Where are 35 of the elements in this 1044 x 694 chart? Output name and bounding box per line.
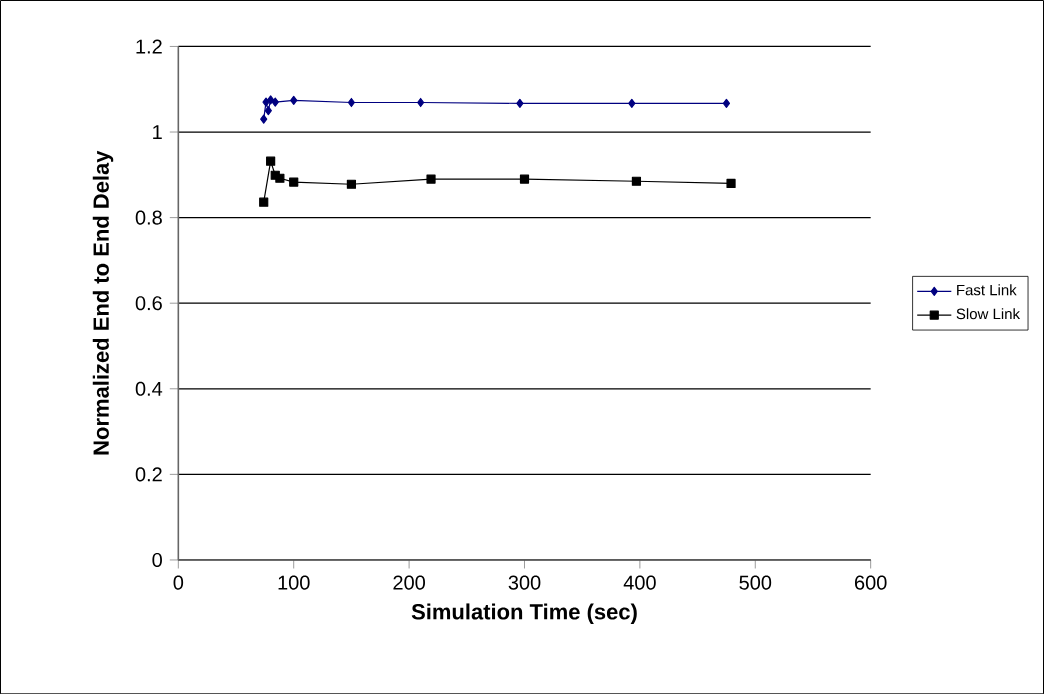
x-tick-label: 200 bbox=[393, 575, 425, 590]
point bbox=[516, 98, 524, 108]
point bbox=[417, 97, 425, 107]
point bbox=[347, 97, 356, 107]
y-tick-label: 1 bbox=[153, 124, 162, 139]
y-tick-label: 0.4 bbox=[135, 381, 163, 396]
point bbox=[266, 156, 276, 166]
x-tick-label: 100 bbox=[278, 575, 310, 590]
y-tick-label: 0.2 bbox=[135, 467, 162, 482]
x-axis-title: Simulation Time (sec) bbox=[411, 603, 637, 624]
legend-label: Slow Link bbox=[956, 308, 1021, 320]
point bbox=[628, 98, 636, 108]
y-tick-label: 0.6 bbox=[135, 295, 162, 311]
point bbox=[260, 114, 268, 124]
point bbox=[726, 178, 736, 188]
y-tick-label: 0.8 bbox=[135, 210, 162, 225]
x-tick-label: 0 bbox=[173, 575, 184, 590]
point bbox=[631, 176, 642, 186]
point bbox=[519, 174, 530, 184]
point bbox=[259, 197, 269, 207]
point bbox=[290, 95, 298, 105]
x-tick-label: 600 bbox=[855, 575, 887, 590]
x-tick-label: 400 bbox=[623, 575, 656, 590]
point bbox=[264, 105, 272, 116]
point bbox=[426, 174, 436, 184]
point bbox=[346, 179, 357, 189]
y-tick-label: 0 bbox=[152, 552, 162, 567]
point bbox=[289, 177, 299, 187]
x-tick-label: 300 bbox=[508, 575, 541, 590]
x-tick-label: 500 bbox=[739, 575, 772, 590]
point bbox=[275, 173, 285, 183]
y-axis-title: Normalized End to End Delay bbox=[92, 150, 114, 455]
point bbox=[722, 98, 731, 108]
y-tick-label: 1.2 bbox=[136, 39, 162, 54]
legend-label: Fast Link bbox=[957, 284, 1017, 296]
